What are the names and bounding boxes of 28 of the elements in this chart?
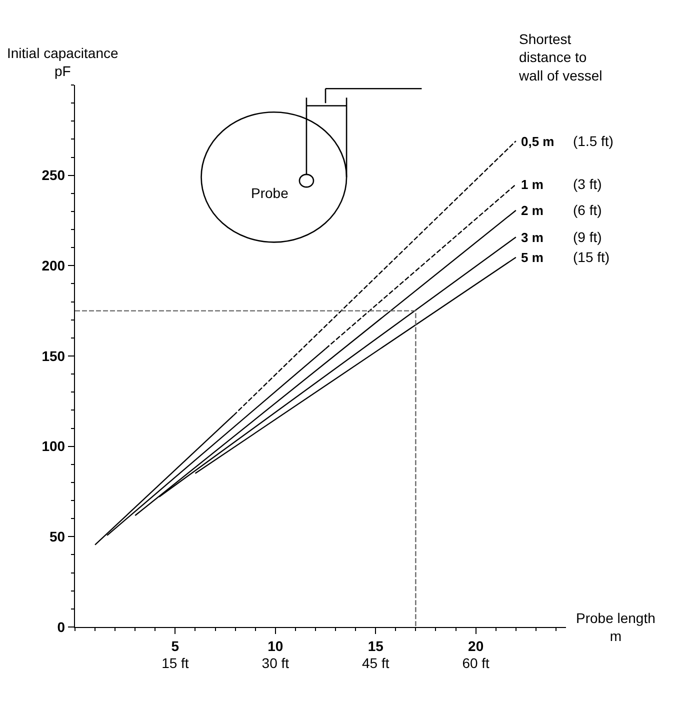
y-axis-title: Initial capacitance pF xyxy=(7,45,119,80)
annotation: Probe xyxy=(251,185,289,201)
text: Shortest distance to wall of vessel xyxy=(518,31,602,84)
x-axis-title: Probe length m xyxy=(576,610,656,644)
text: (9 ft) xyxy=(573,229,602,245)
series-label: 2 m xyxy=(521,203,544,218)
x2-tick-label: 15 ft xyxy=(162,655,189,671)
y-tick-label: 150 xyxy=(42,348,66,364)
series-label: 5 m xyxy=(521,250,544,265)
y-tick-label: 50 xyxy=(49,528,66,545)
x2-tick-label: 30 ft xyxy=(262,655,290,671)
x2-tick-label: 45 ft xyxy=(362,655,390,671)
series-label: 3 m xyxy=(521,230,544,245)
y-tick-label: 200 xyxy=(42,258,66,274)
x-tick-label: 5 xyxy=(171,638,180,654)
x-tick-label: 20 xyxy=(468,638,484,654)
text: (1.5 ft) xyxy=(573,133,614,149)
y-tick-label: 0 xyxy=(57,618,66,635)
text: (3 ft) xyxy=(573,176,602,192)
y-tick-label: 100 xyxy=(42,438,66,454)
text: (6 ft) xyxy=(573,202,602,218)
x-tick-label: 15 xyxy=(368,638,384,654)
text: (15 ft) xyxy=(573,249,610,265)
x-tick-label: 10 xyxy=(268,638,284,654)
x2-tick-label: 60 ft xyxy=(462,655,490,671)
series-label: 0,5 m xyxy=(521,134,554,149)
series-label: 1 m xyxy=(521,177,544,192)
y-tick-label: 250 xyxy=(42,167,66,184)
